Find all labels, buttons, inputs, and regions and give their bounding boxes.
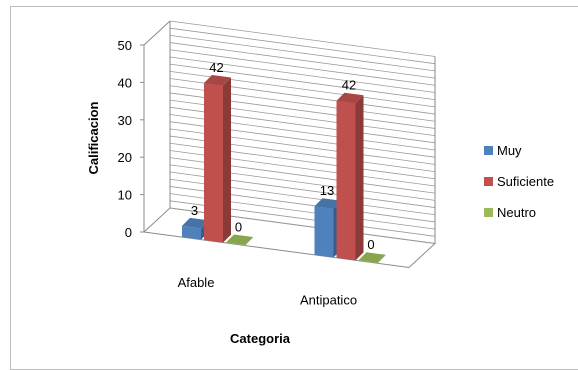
bar-side bbox=[223, 77, 231, 243]
bar-top bbox=[226, 234, 253, 246]
gridline bbox=[169, 27, 436, 65]
bar-top bbox=[358, 252, 386, 263]
bar-front bbox=[358, 260, 378, 264]
x-tick-label: Antipatico bbox=[300, 293, 357, 308]
legend: Muy Suficiente Neutro bbox=[484, 143, 554, 220]
bar-front bbox=[336, 100, 356, 261]
legend-swatch bbox=[484, 146, 493, 155]
y-tick-label: 40 bbox=[118, 75, 132, 90]
bar-top bbox=[204, 74, 231, 86]
gridline bbox=[169, 56, 436, 93]
y-tick-label: 20 bbox=[118, 150, 132, 165]
gridline bbox=[169, 63, 436, 101]
y-tick-label: 0 bbox=[125, 225, 132, 240]
y-axis-title: Calificacion bbox=[86, 101, 101, 174]
top-wall-edge bbox=[143, 20, 171, 46]
y-tick-label: 30 bbox=[118, 113, 132, 128]
bar-suficiente-afable bbox=[204, 74, 231, 243]
data-label: 42 bbox=[209, 60, 223, 75]
bar-front bbox=[314, 206, 334, 258]
data-label: 13 bbox=[320, 183, 334, 198]
legend-swatch bbox=[484, 177, 493, 186]
bar-neutro-afable bbox=[226, 234, 253, 246]
bar-front bbox=[204, 82, 223, 243]
legend-swatch bbox=[484, 208, 493, 217]
data-label: 42 bbox=[342, 78, 356, 93]
legend-label: Suficiente bbox=[497, 174, 554, 189]
data-label: 0 bbox=[235, 219, 242, 234]
gridline bbox=[169, 49, 436, 86]
bar-top bbox=[314, 198, 342, 209]
gridline bbox=[169, 20, 436, 57]
gridline bbox=[169, 42, 436, 79]
x-tick-label: Afable bbox=[178, 275, 215, 290]
data-label: 3 bbox=[191, 203, 198, 218]
bar-suficiente-antipatico bbox=[336, 92, 364, 261]
bar-side bbox=[377, 254, 386, 264]
bar-top bbox=[336, 92, 364, 104]
bar-neutro-antipatico bbox=[358, 252, 386, 264]
legend-label: Neutro bbox=[497, 205, 536, 220]
legend-label: Muy bbox=[497, 143, 522, 158]
data-label: 0 bbox=[367, 237, 374, 252]
y-tick-label: 50 bbox=[118, 38, 132, 53]
bar-front bbox=[182, 225, 201, 240]
bar-side bbox=[245, 237, 253, 246]
gridline bbox=[169, 34, 436, 72]
bar-front bbox=[226, 242, 245, 246]
bar-top bbox=[182, 217, 209, 229]
y-tick-label: 10 bbox=[118, 188, 132, 203]
bar-side bbox=[355, 95, 364, 261]
x-axis-title: Categoria bbox=[230, 331, 291, 346]
